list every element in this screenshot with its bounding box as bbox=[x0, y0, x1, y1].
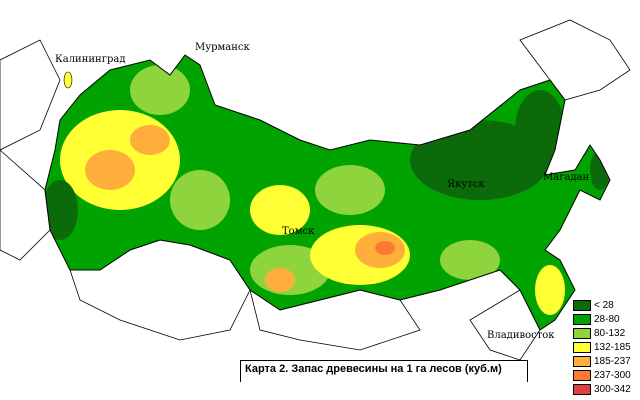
legend-item: 237-300 bbox=[573, 368, 631, 382]
legend-item: 132-185 bbox=[573, 340, 631, 354]
neighbor-borders bbox=[0, 19, 631, 361]
legend-swatch bbox=[573, 313, 591, 325]
legend-label: 132-185 bbox=[594, 341, 631, 353]
legend-swatch bbox=[573, 369, 591, 381]
legend-swatch bbox=[573, 327, 591, 339]
kaliningrad-region bbox=[63, 71, 73, 89]
legend: < 28 28-80 80-132 132-185 185-237 237-300 300-… bbox=[573, 298, 631, 396]
legend-label: 300-342 bbox=[594, 383, 631, 395]
legend-swatch bbox=[573, 299, 591, 311]
legend-label: < 28 bbox=[594, 299, 614, 311]
legend-label: 80-132 bbox=[594, 327, 626, 339]
city-label-vladivostok: Владивосток bbox=[487, 330, 555, 341]
city-label-tomsk: Томск bbox=[282, 226, 315, 237]
legend-label: 28-80 bbox=[594, 313, 620, 325]
legend-item: 185-237 bbox=[573, 354, 631, 368]
legend-item: 28-80 bbox=[573, 312, 631, 326]
legend-label: 237-300 bbox=[594, 369, 631, 381]
city-label-murmansk: Мурманск bbox=[195, 42, 250, 53]
legend-swatch bbox=[573, 383, 591, 395]
legend-item: < 28 bbox=[573, 298, 631, 312]
city-label-yakutsk: Якутск bbox=[447, 179, 485, 190]
city-label-magadan: Магадан bbox=[543, 172, 590, 183]
legend-item: 300-342 bbox=[573, 382, 631, 396]
legend-item: 80-132 bbox=[573, 326, 631, 340]
city-label-kaliningrad: Калининград bbox=[55, 54, 126, 65]
legend-label: 185-237 bbox=[594, 355, 631, 367]
legend-swatch bbox=[573, 355, 591, 367]
map-title: Карта 2. Запас древесины на 1 га лесов (… bbox=[240, 360, 528, 382]
legend-swatch bbox=[573, 341, 591, 353]
